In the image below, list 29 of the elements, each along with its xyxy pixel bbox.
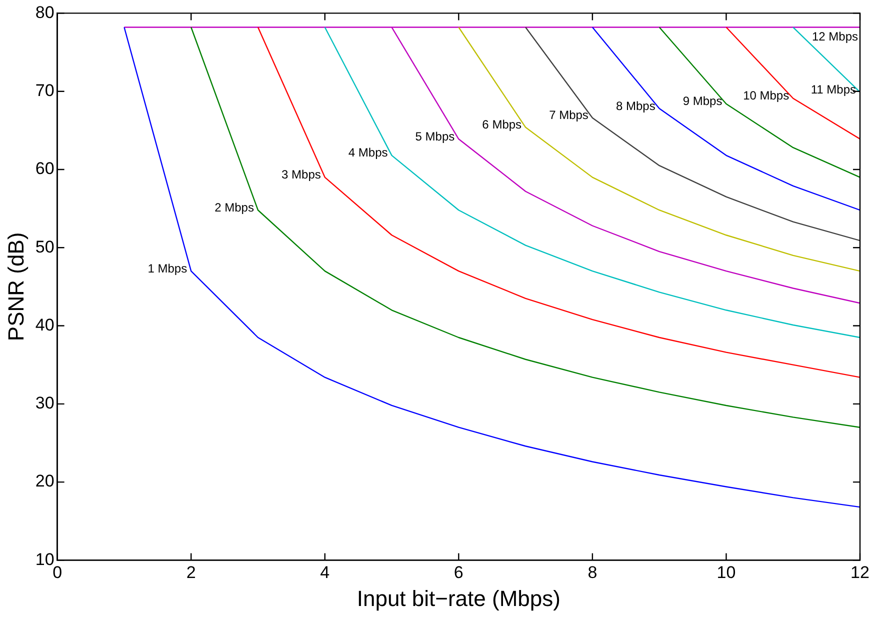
series-label: 2 Mbps xyxy=(214,200,254,214)
series-label: 3 Mbps xyxy=(282,168,321,182)
x-tick-label: 6 xyxy=(454,563,464,582)
series-label: 11 Mbps xyxy=(810,82,856,96)
x-tick-label: 4 xyxy=(320,563,330,582)
series-label: 10 Mbps xyxy=(743,88,790,103)
series-label: 9 Mbps xyxy=(682,94,722,108)
series-label: 8 Mbps xyxy=(616,98,656,113)
series-label: 7 Mbps xyxy=(549,108,588,122)
series-label: 1 Mbps xyxy=(148,261,188,276)
series-label: 5 Mbps xyxy=(415,129,455,144)
x-tick-label: 10 xyxy=(716,563,736,582)
y-tick-label: 70 xyxy=(35,81,54,100)
series-label: 12 Mbps xyxy=(812,30,858,44)
x-tick-label: 12 xyxy=(850,563,870,582)
x-tick-label: 8 xyxy=(588,563,598,582)
y-tick-label: 30 xyxy=(35,394,54,413)
y-tick-label: 40 xyxy=(35,315,54,334)
y-tick-label: 60 xyxy=(35,159,54,178)
y-axis-title: PSNR (dB) xyxy=(3,232,28,342)
series-label: 6 Mbps xyxy=(482,118,522,132)
y-tick-label: 80 xyxy=(35,2,54,22)
series-label: 4 Mbps xyxy=(348,146,388,160)
x-tick-label: 2 xyxy=(186,563,196,582)
y-tick-label: 10 xyxy=(35,550,54,569)
x-tick-label: 0 xyxy=(52,563,62,582)
x-axis-title: Input bit−rate (Mbps) xyxy=(356,586,560,611)
y-tick-label: 20 xyxy=(35,472,54,491)
y-tick-label: 50 xyxy=(35,237,54,256)
